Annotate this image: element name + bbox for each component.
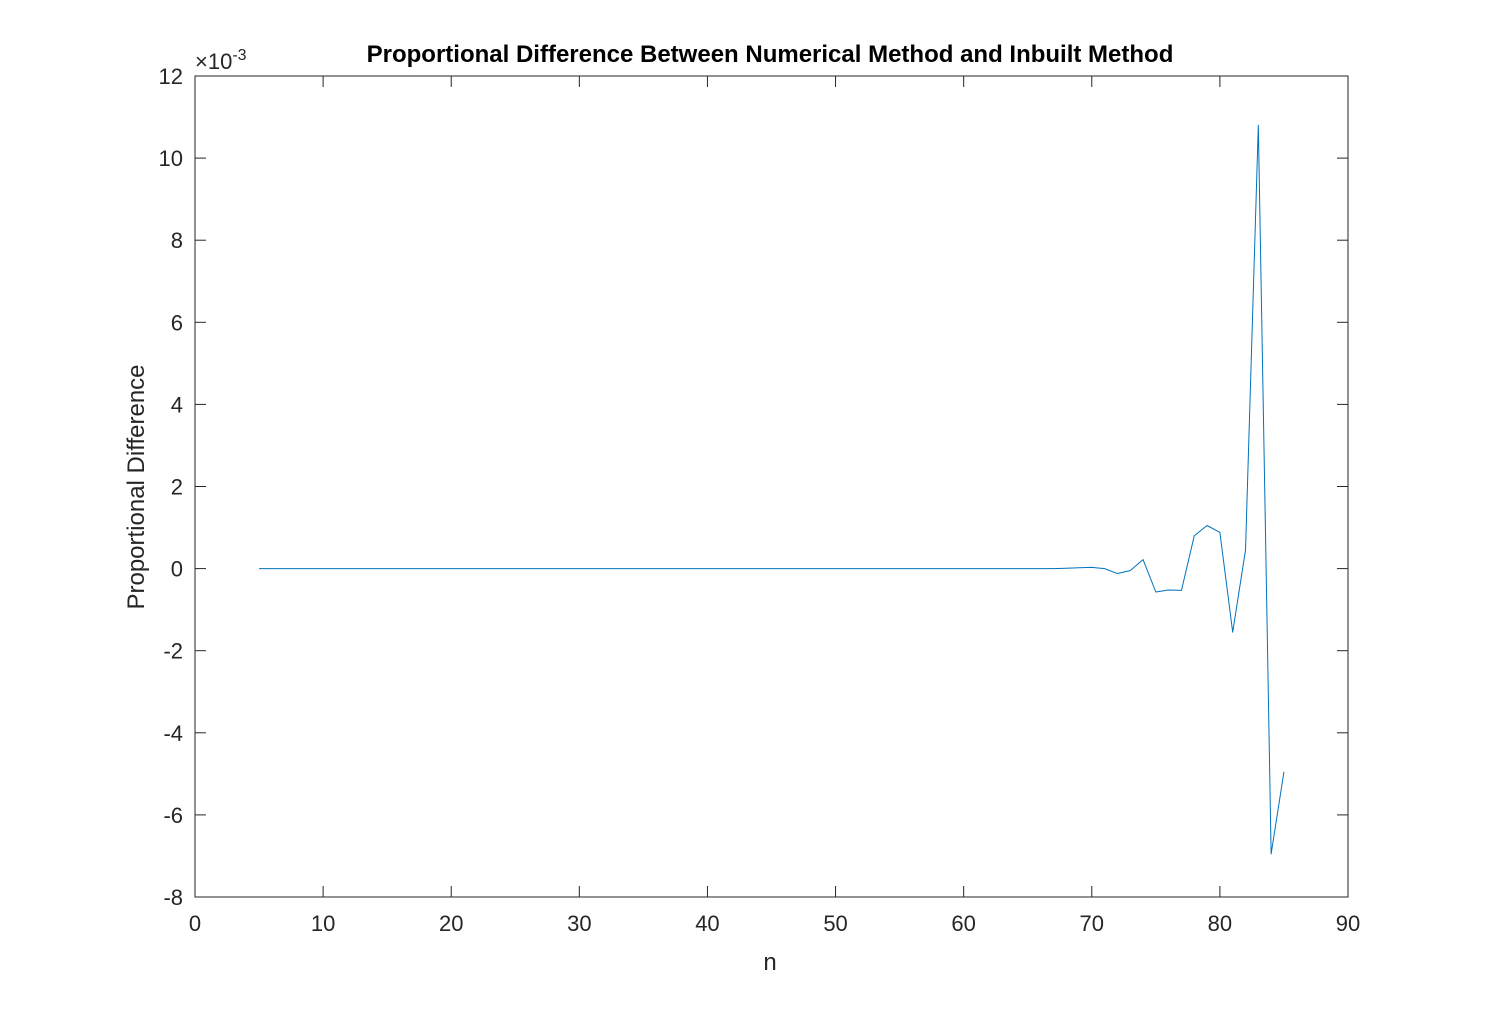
y-tick-label: 2: [171, 475, 183, 500]
x-tick-label: 40: [695, 911, 719, 936]
x-tick-label: 70: [1080, 911, 1104, 936]
chart-title: Proportional Difference Between Numerica…: [367, 41, 1174, 68]
x-tick-label: 0: [189, 911, 201, 936]
x-tick-label: 50: [823, 911, 847, 936]
x-axis-label: n: [763, 949, 776, 976]
x-tick-label: 60: [951, 911, 975, 936]
y-tick-label: -2: [163, 639, 183, 664]
axes-box: [194, 75, 1349, 898]
x-axis-ticks: 0 10 20 30 40 50 60 70 80 90: [189, 76, 1360, 936]
x-tick-label: 30: [567, 911, 591, 936]
y-tick-label: 10: [159, 146, 183, 171]
y-axis-label: Proportional Difference: [123, 364, 150, 609]
series-layer: [259, 124, 1285, 855]
x-tick-label: 80: [1208, 911, 1232, 936]
y-axis-ticks: -8 -6 -4 -2 0 2 4 6 8 10 12: [159, 64, 1348, 910]
x-tick-label: 90: [1336, 911, 1360, 936]
y-axis-exponent: ×10-3: [195, 47, 247, 74]
y-tick-label: -6: [163, 803, 183, 828]
y-tick-label: -8: [163, 885, 183, 910]
y-tick-label: 8: [171, 228, 183, 253]
y-tick-label: 0: [171, 557, 183, 582]
x-tick-label: 20: [439, 911, 463, 936]
y-tick-label: 12: [159, 64, 183, 89]
y-tick-label: 4: [171, 392, 183, 417]
series-line: [259, 124, 1285, 855]
y-tick-label: -4: [163, 721, 183, 746]
y-tick-label: 6: [171, 310, 183, 335]
x-tick-label: 10: [311, 911, 335, 936]
